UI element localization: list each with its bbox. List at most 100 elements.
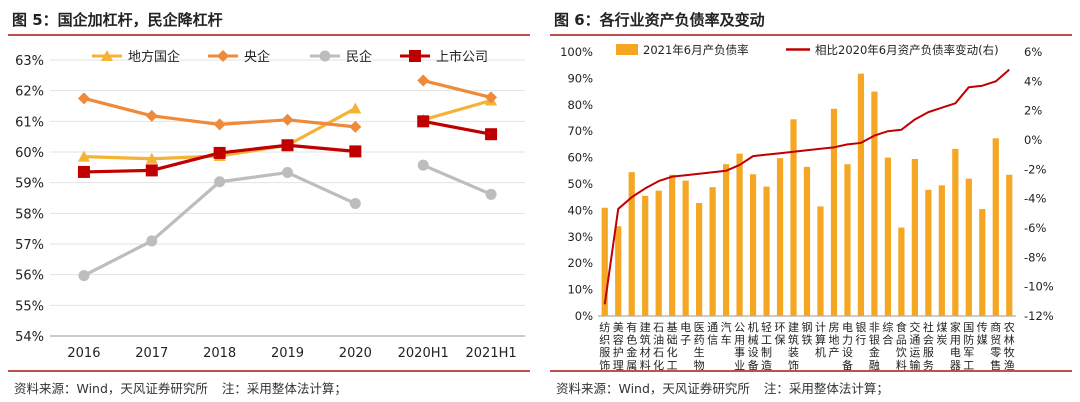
fig6-right-tick-label: 4%: [1024, 74, 1042, 88]
fig5-legend-label-2: 民企: [346, 49, 372, 65]
fig6-x-tick-char: 电: [950, 346, 961, 359]
fig6-x-tick-char: 品: [896, 334, 907, 347]
fig5-x-tick-label: 2018: [203, 346, 236, 361]
fig6-x-tick-label: 电力设备: [842, 321, 853, 372]
fig6-right-tick-label: -6%: [1024, 221, 1046, 235]
fig6-right-tick-label: -4%: [1024, 192, 1046, 206]
fig6-bar-11: [749, 174, 757, 316]
fig6-x-tick-char: 基: [667, 321, 678, 334]
figure-6-bottom-rule: [550, 370, 1072, 372]
fig6-x-tick-label: 家用电器: [950, 320, 961, 372]
fig6-x-tick-char: 环: [775, 321, 786, 334]
fig6-bar-17: [830, 108, 838, 316]
fig6-x-tick-label: 美容护理: [613, 321, 624, 372]
fig6-x-tick-char: 筑: [788, 333, 799, 347]
fig6-x-tick-label: 公用事业: [734, 321, 745, 372]
fig6-bar-25: [938, 185, 945, 316]
fig6-x-tick-char: 产: [828, 345, 839, 359]
fig5-y-tick-label: 63%: [15, 54, 44, 69]
fig5-y-tick-label: 54%: [15, 330, 44, 345]
fig6-legend-bar-swatch: [616, 44, 638, 55]
fig6-x-tick-char: 石: [653, 321, 664, 334]
fig6-bar-5: [669, 174, 676, 316]
figure-6-source-text: 资料来源：Wind，天风证券研究所: [556, 381, 750, 396]
fig6-left-tick-label: 20%: [567, 256, 593, 270]
fig6-x-tick-char: 商: [990, 320, 1001, 334]
fig6-bar-30: [1006, 174, 1013, 316]
fig6-x-tick-label: 交通运输: [909, 320, 920, 372]
fig5-point-2: [485, 188, 497, 200]
fig6-x-tick-char: 用: [950, 334, 961, 347]
fig6-x-tick-char: 料: [640, 358, 651, 372]
fig6-x-tick-char: 信: [707, 334, 718, 347]
fig6-x-tick-label: 有色金属: [626, 320, 637, 372]
fig6-x-tick-char: 家: [950, 320, 961, 334]
fig6-x-tick-char: 料: [896, 358, 907, 372]
fig6-legend-bar-label: 2021年6月产负债率: [643, 43, 749, 57]
fig6-x-tick-label: 建筑材料: [640, 320, 651, 372]
fig5-point-1: [145, 109, 158, 122]
fig6-x-tick-char: 饮: [896, 346, 907, 359]
fig6-x-tick-char: 纺: [599, 320, 610, 334]
fig6-x-tick-char: 国: [963, 321, 974, 334]
fig6-bar-14: [790, 119, 797, 316]
fig5-x-tick-label: 2021H1: [466, 346, 517, 361]
fig6-x-tick-char: 银: [855, 320, 866, 334]
fig6-x-tick-char: 工: [761, 334, 772, 347]
fig6-left-tick-label: 40%: [567, 203, 593, 217]
fig6-x-tick-label: 房地产: [828, 321, 839, 359]
fig5-point-3: [485, 128, 498, 141]
fig5-series-line-0: [422, 98, 492, 122]
fig5-series-line-1: [422, 78, 492, 99]
fig6-x-tick-char: 油: [653, 333, 664, 347]
fig6-x-tick-char: 通: [707, 321, 718, 334]
fig6-x-tick-char: 地: [828, 334, 839, 347]
fig6-x-tick-char: 交: [909, 320, 920, 334]
fig6-x-tick-char: 药: [694, 334, 705, 347]
fig6-x-tick-char: 计: [815, 321, 826, 334]
fig5-point-3: [213, 146, 226, 159]
fig6-x-tick-label: 非银金融: [869, 321, 880, 372]
fig6-x-tick-char: 装: [788, 346, 799, 359]
fig6-x-tick-char: 造: [761, 358, 772, 372]
fig6-x-tick-char: 务: [923, 359, 934, 372]
fig6-x-tick-char: 护: [613, 345, 624, 359]
fig5-legend-label-1: 央企: [244, 49, 270, 65]
fig5-point-2: [349, 198, 361, 210]
fig6-x-tick-char: 综: [882, 320, 893, 334]
fig6-bar-4: [655, 190, 662, 316]
fig6-bar-20: [871, 91, 878, 316]
fig6-x-tick-char: 售: [990, 358, 1001, 372]
fig6-x-tick-char: 械: [748, 333, 759, 347]
fig5-point-2: [282, 167, 293, 179]
fig5-point-3: [417, 115, 430, 128]
fig5-point-3: [281, 139, 294, 152]
fig6-x-tick-char: 公: [734, 321, 745, 334]
fig6-x-tick-char: 食: [896, 320, 907, 334]
fig6-left-tick-label: 90%: [567, 71, 593, 85]
fig6-x-tick-char: 织: [599, 334, 610, 347]
figure-6-panel: 图 6：各行业资产负债率及变动 0% 10% 20% 30% 40% 50% 60% 70% 8…: [542, 0, 1080, 402]
fig6-x-tick-label: 机械设备: [748, 320, 759, 372]
fig5-point-2: [146, 235, 158, 247]
fig6-bar-18: [844, 164, 851, 316]
fig6-x-tick-char: 机: [815, 345, 826, 359]
fig6-x-tick-char: 零: [990, 346, 1001, 359]
fig6-bar-8: [709, 187, 716, 316]
fig5-point-0: [145, 152, 158, 164]
fig6-x-tick-label: 综合: [882, 320, 893, 347]
fig6-x-tick-char: 工: [667, 359, 678, 372]
fig6-x-tick-char: 轻: [761, 320, 772, 334]
fig5-point-1: [213, 118, 226, 131]
fig5-legend-marker-1: [217, 50, 229, 62]
figure-5-chart: 54% 55% 56% 57% 58% 59% 60% 61% 62% 63% 2016 2017 20…: [15, 49, 525, 361]
fig5-y-tick-label: 57%: [15, 238, 44, 253]
fig6-x-tick-char: 钢: [802, 321, 813, 334]
figure-5-source-text: 资料来源：Wind，天风证券研究所: [14, 381, 208, 396]
figure-6-title: 图 6：各行业资产负债率及变动: [554, 11, 765, 29]
fig5-x-tick-label: 2016: [67, 346, 100, 361]
fig6-x-tick-char: 美: [613, 321, 624, 334]
fig6-bar-24: [925, 189, 932, 316]
fig6-x-tick-char: 行: [855, 334, 866, 347]
figure-5-title: 图 5：国企加杠杆，民企降杠杆: [12, 11, 223, 29]
